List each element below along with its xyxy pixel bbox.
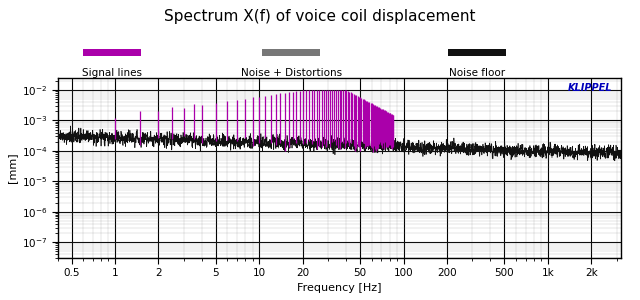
Y-axis label: [mm]: [mm] <box>8 153 17 183</box>
Text: Noise floor: Noise floor <box>449 68 505 77</box>
X-axis label: Frequency [Hz]: Frequency [Hz] <box>297 283 381 292</box>
Text: Signal lines: Signal lines <box>82 68 142 77</box>
Text: Noise + Distortions: Noise + Distortions <box>241 68 342 77</box>
Text: Spectrum X(f) of voice coil displacement: Spectrum X(f) of voice coil displacement <box>164 9 476 24</box>
Text: KLIPPEL: KLIPPEL <box>568 83 612 93</box>
